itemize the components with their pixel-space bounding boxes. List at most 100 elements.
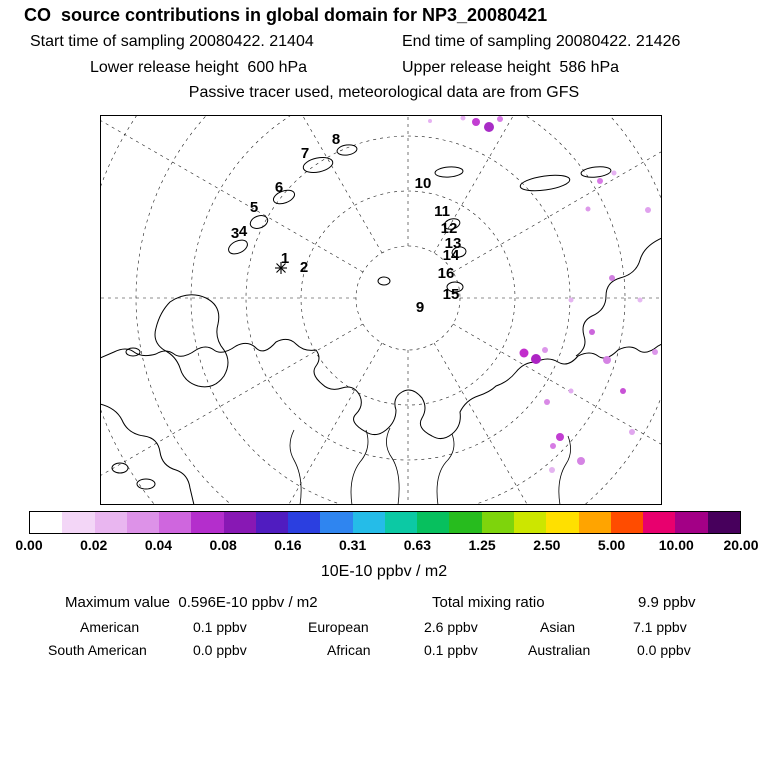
colorbar-segment [546, 512, 579, 533]
colorbar-tick-label: 0.16 [274, 537, 302, 553]
plume-patch [589, 329, 595, 335]
tracer-note-text: Passive tracer used, meteorological data… [188, 84, 580, 101]
colorbar-segment [159, 512, 192, 533]
region-south-american-value: 0.0 ppbv [193, 642, 247, 658]
colorbar-segment [643, 512, 676, 533]
colorbar-ticks: 0.00 0.02 0.04 0.08 0.16 0.31 0.63 1.25 2.50 5.00… [0, 537, 768, 555]
plume-patch [577, 457, 585, 465]
graticule-circle [245, 135, 571, 461]
plume-patch [597, 178, 603, 184]
region-european-label: European [308, 619, 369, 635]
lower-release-text: Lower release height 600 hPa [90, 59, 308, 76]
page-title: CO source contributions in global domain… [24, 5, 548, 25]
trajectory-point-14: 14 [443, 247, 460, 264]
plume-patch [519, 348, 529, 358]
plume-patch [629, 429, 635, 435]
plume-patch [645, 207, 651, 213]
trajectory-point-6: 6 [275, 179, 283, 196]
plume-patch [531, 354, 541, 364]
colorbar-segment [449, 512, 482, 533]
plume-patch [428, 119, 432, 123]
colorbar-tick-label: 10.00 [658, 537, 694, 553]
trajectory-point-3: 3 [231, 225, 239, 242]
colorbar-tick-label: 5.00 [597, 537, 626, 553]
colorbar-segment [417, 512, 450, 533]
plume-patch [549, 467, 555, 473]
region-american-value: 0.1 ppbv [193, 619, 247, 635]
colorbar-segment [352, 512, 385, 533]
region-south-american-label: South American [48, 642, 147, 658]
station-marker [275, 262, 287, 274]
plume-patch [568, 388, 574, 394]
plume-patch [609, 275, 615, 281]
colorbar-tick-label: 0.63 [403, 537, 431, 553]
total-mixing-label: Total mixing ratio [432, 594, 545, 611]
region-australian-label: Australian [528, 642, 591, 658]
graticule-meridian [433, 115, 515, 254]
colorbar-segment [94, 512, 127, 533]
graticule-circle [190, 115, 626, 505]
trajectory-point-5: 5 [250, 199, 258, 216]
plume-patch [620, 388, 626, 394]
colorbar-tick-label: 2.50 [533, 537, 561, 553]
region-asian-value: 7.1 ppbv [633, 619, 687, 635]
colorbar-tick-label: 1.25 [468, 537, 496, 553]
max-value-label-text: Maximum value [65, 594, 171, 611]
colorbar-segment [288, 512, 321, 533]
colorbar-segment [320, 512, 353, 533]
colorbar-tick-label: 20.00 [723, 537, 759, 553]
plume-patch [542, 347, 548, 353]
region-african-value: 0.1 ppbv [424, 642, 478, 658]
graticule-circle [135, 115, 662, 505]
plume-patch [544, 399, 550, 405]
plume-patch [484, 122, 494, 132]
colorbar-segment [384, 512, 418, 533]
colorbar-segment [675, 512, 708, 533]
colorbar-units-label: 10E-10 ppbv / m2 [320, 563, 448, 580]
colorbar-segment [223, 512, 256, 533]
plume-patch [556, 433, 564, 441]
total-mixing-value: 9.9 ppbv [638, 594, 696, 611]
colorbar-segment [126, 512, 160, 533]
max-value-number: 0.596E-10 ppbv / m2 [178, 594, 318, 611]
trajectory-point-15: 15 [443, 286, 460, 303]
coastlines [100, 144, 662, 505]
colorbar-segment [62, 512, 95, 533]
trajectory-point-9: 9 [416, 299, 424, 316]
sampling-end-text: End time of sampling 20080422. 21426 [402, 33, 681, 50]
trajectory-point-13: 13 [445, 235, 462, 252]
graticule [100, 115, 662, 505]
trajectory-point-1: 1 [281, 250, 289, 267]
plume-patch [550, 443, 556, 449]
graticule-circle [300, 190, 516, 406]
trajectory-point-11: 11 [434, 203, 450, 220]
plume-patch [568, 297, 574, 303]
region-australian-value: 0.0 ppbv [637, 642, 691, 658]
station-star-line [276, 263, 286, 273]
upper-release-text: Upper release height 586 hPa [402, 59, 620, 76]
trajectory-point-10: 10 [415, 175, 432, 192]
trajectory-point-16: 16 [438, 265, 455, 282]
plume-patch [472, 118, 480, 126]
colorbar-segment [481, 512, 514, 533]
region-american-label: American [80, 619, 140, 635]
trajectory-point-7: 7 [301, 145, 309, 162]
graticule-circle [100, 115, 662, 505]
trajectory-point-8: 8 [332, 131, 340, 148]
trajectory-point-2: 2 [300, 259, 308, 276]
graticule-meridian [433, 342, 528, 505]
max-value-label: Maximum value 0.596E-10 ppbv / m2 [65, 594, 318, 611]
colorbar-tick-label: 0.31 [339, 537, 367, 553]
plume-patch [585, 206, 591, 212]
graticule-meridian [452, 151, 662, 273]
region-asian-label: Asian [540, 619, 576, 635]
colorbar-tick-label: 0.08 [209, 537, 237, 553]
graticule-meridian [100, 119, 364, 273]
colorbar [29, 511, 741, 534]
plume-patch [637, 297, 643, 303]
colorbar-tick-label: 0.02 [80, 537, 108, 553]
colorbar-segment [578, 512, 611, 533]
